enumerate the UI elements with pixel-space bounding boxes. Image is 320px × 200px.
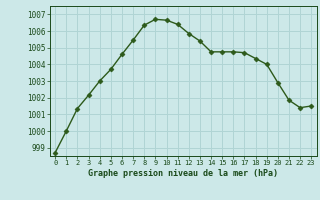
X-axis label: Graphe pression niveau de la mer (hPa): Graphe pression niveau de la mer (hPa) bbox=[88, 169, 278, 178]
